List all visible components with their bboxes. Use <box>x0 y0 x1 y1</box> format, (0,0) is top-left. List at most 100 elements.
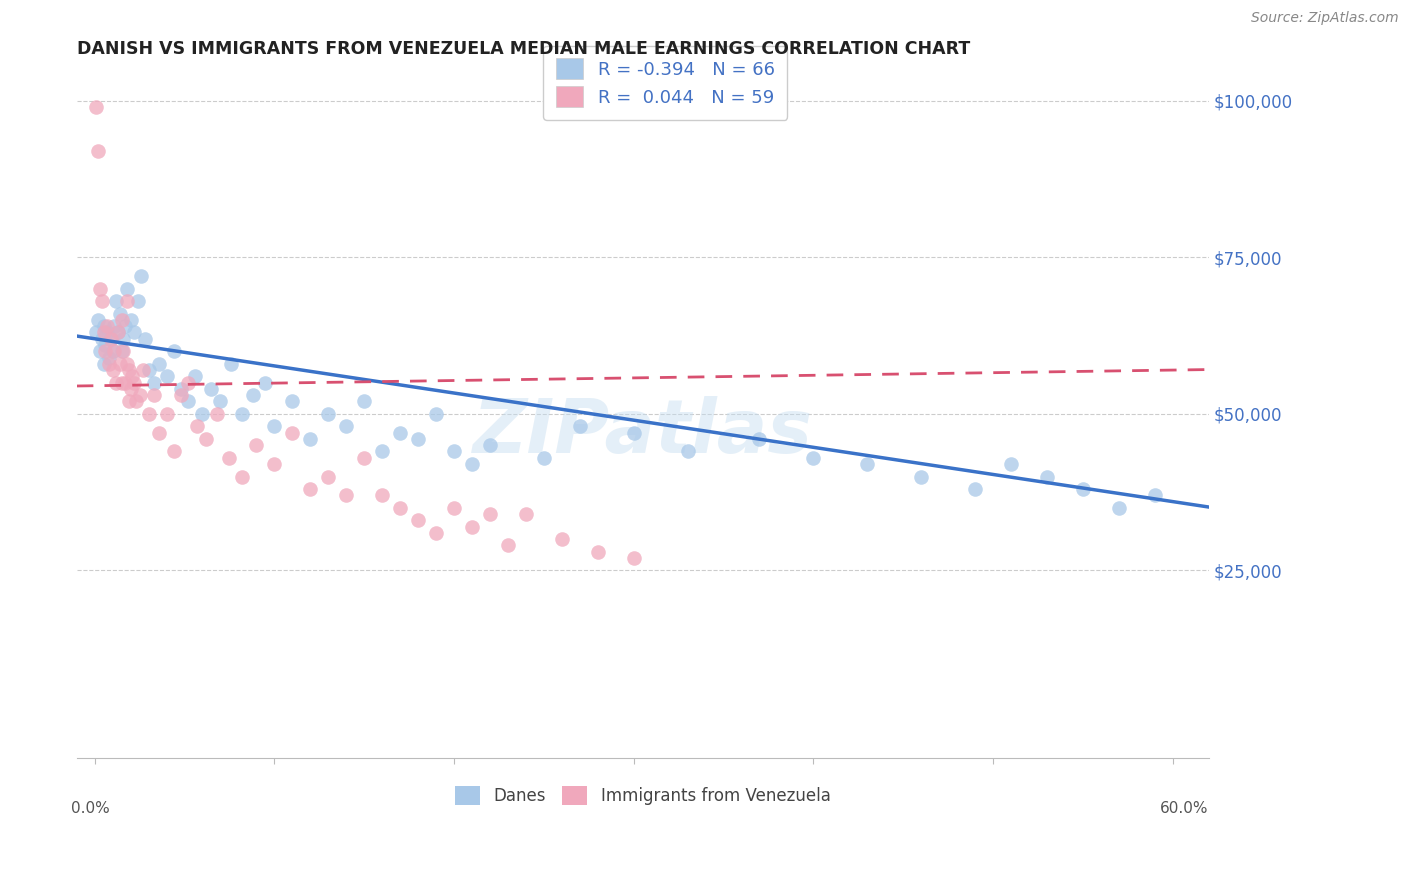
Point <box>110 344 132 359</box>
Text: Source: ZipAtlas.com: Source: ZipAtlas.com <box>1251 12 1399 25</box>
Point <box>98 357 121 371</box>
Point <box>478 507 501 521</box>
Point <box>107 326 129 340</box>
Point <box>623 425 645 440</box>
Point <box>115 282 138 296</box>
Point <box>86 100 108 114</box>
Point <box>254 376 277 390</box>
Point <box>107 326 129 340</box>
Point <box>406 432 429 446</box>
Point <box>163 344 186 359</box>
Text: ZIPatlas: ZIPatlas <box>472 396 813 469</box>
Point <box>96 319 118 334</box>
Point <box>94 338 117 352</box>
Point <box>90 294 112 309</box>
Point <box>184 369 207 384</box>
Point <box>209 394 232 409</box>
Point <box>105 376 128 390</box>
Point <box>101 344 124 359</box>
Point <box>128 388 150 402</box>
Point <box>115 357 138 371</box>
Point <box>148 425 170 440</box>
Point <box>219 357 242 371</box>
Point <box>89 344 111 359</box>
Point <box>676 444 699 458</box>
Point <box>353 450 375 465</box>
Point <box>118 394 141 409</box>
Point <box>263 457 285 471</box>
Point <box>443 500 465 515</box>
Point <box>93 357 115 371</box>
Point <box>127 294 149 309</box>
Point <box>163 444 186 458</box>
Point <box>205 407 228 421</box>
Point <box>177 394 200 409</box>
Point <box>748 432 770 446</box>
Point <box>281 394 304 409</box>
Point <box>87 144 110 158</box>
Point <box>142 376 165 390</box>
Point <box>461 457 484 471</box>
Point <box>134 332 156 346</box>
Point <box>138 363 160 377</box>
Point <box>93 326 115 340</box>
Point <box>94 344 117 359</box>
Point <box>142 388 165 402</box>
Point <box>299 482 322 496</box>
Point <box>191 407 214 421</box>
Point <box>122 376 145 390</box>
Point <box>155 407 177 421</box>
Point <box>515 507 537 521</box>
Point <box>910 469 932 483</box>
Point <box>148 357 170 371</box>
Point <box>120 313 142 327</box>
Point <box>114 319 136 334</box>
Point <box>245 438 267 452</box>
Legend: Danes, Immigrants from Venezuela: Danes, Immigrants from Venezuela <box>447 778 839 814</box>
Point <box>108 357 131 371</box>
Point <box>86 326 108 340</box>
Point <box>132 363 155 377</box>
Point <box>425 407 447 421</box>
Point <box>110 313 132 327</box>
Point <box>89 282 111 296</box>
Point <box>122 326 145 340</box>
Point <box>299 432 322 446</box>
Point <box>1071 482 1094 496</box>
Point <box>1143 488 1166 502</box>
Point <box>112 344 135 359</box>
Point <box>533 450 555 465</box>
Text: 60.0%: 60.0% <box>1160 801 1209 816</box>
Point <box>96 326 118 340</box>
Point <box>231 469 253 483</box>
Point <box>103 319 125 334</box>
Point <box>281 425 304 440</box>
Point <box>170 388 193 402</box>
Point <box>316 469 339 483</box>
Point <box>242 388 264 402</box>
Point <box>101 363 124 377</box>
Point <box>155 369 177 384</box>
Point <box>121 369 143 384</box>
Point <box>118 363 141 377</box>
Point <box>87 313 110 327</box>
Point <box>98 351 121 365</box>
Point <box>461 519 484 533</box>
Point <box>586 544 609 558</box>
Point <box>125 394 148 409</box>
Point <box>112 332 135 346</box>
Point <box>316 407 339 421</box>
Point <box>443 444 465 458</box>
Point <box>389 500 412 515</box>
Point <box>195 432 218 446</box>
Point <box>389 425 412 440</box>
Point <box>425 525 447 540</box>
Point <box>90 332 112 346</box>
Point <box>108 307 131 321</box>
Point <box>856 457 879 471</box>
Point <box>568 419 591 434</box>
Point <box>100 332 122 346</box>
Point <box>551 532 574 546</box>
Point <box>263 419 285 434</box>
Point <box>496 538 519 552</box>
